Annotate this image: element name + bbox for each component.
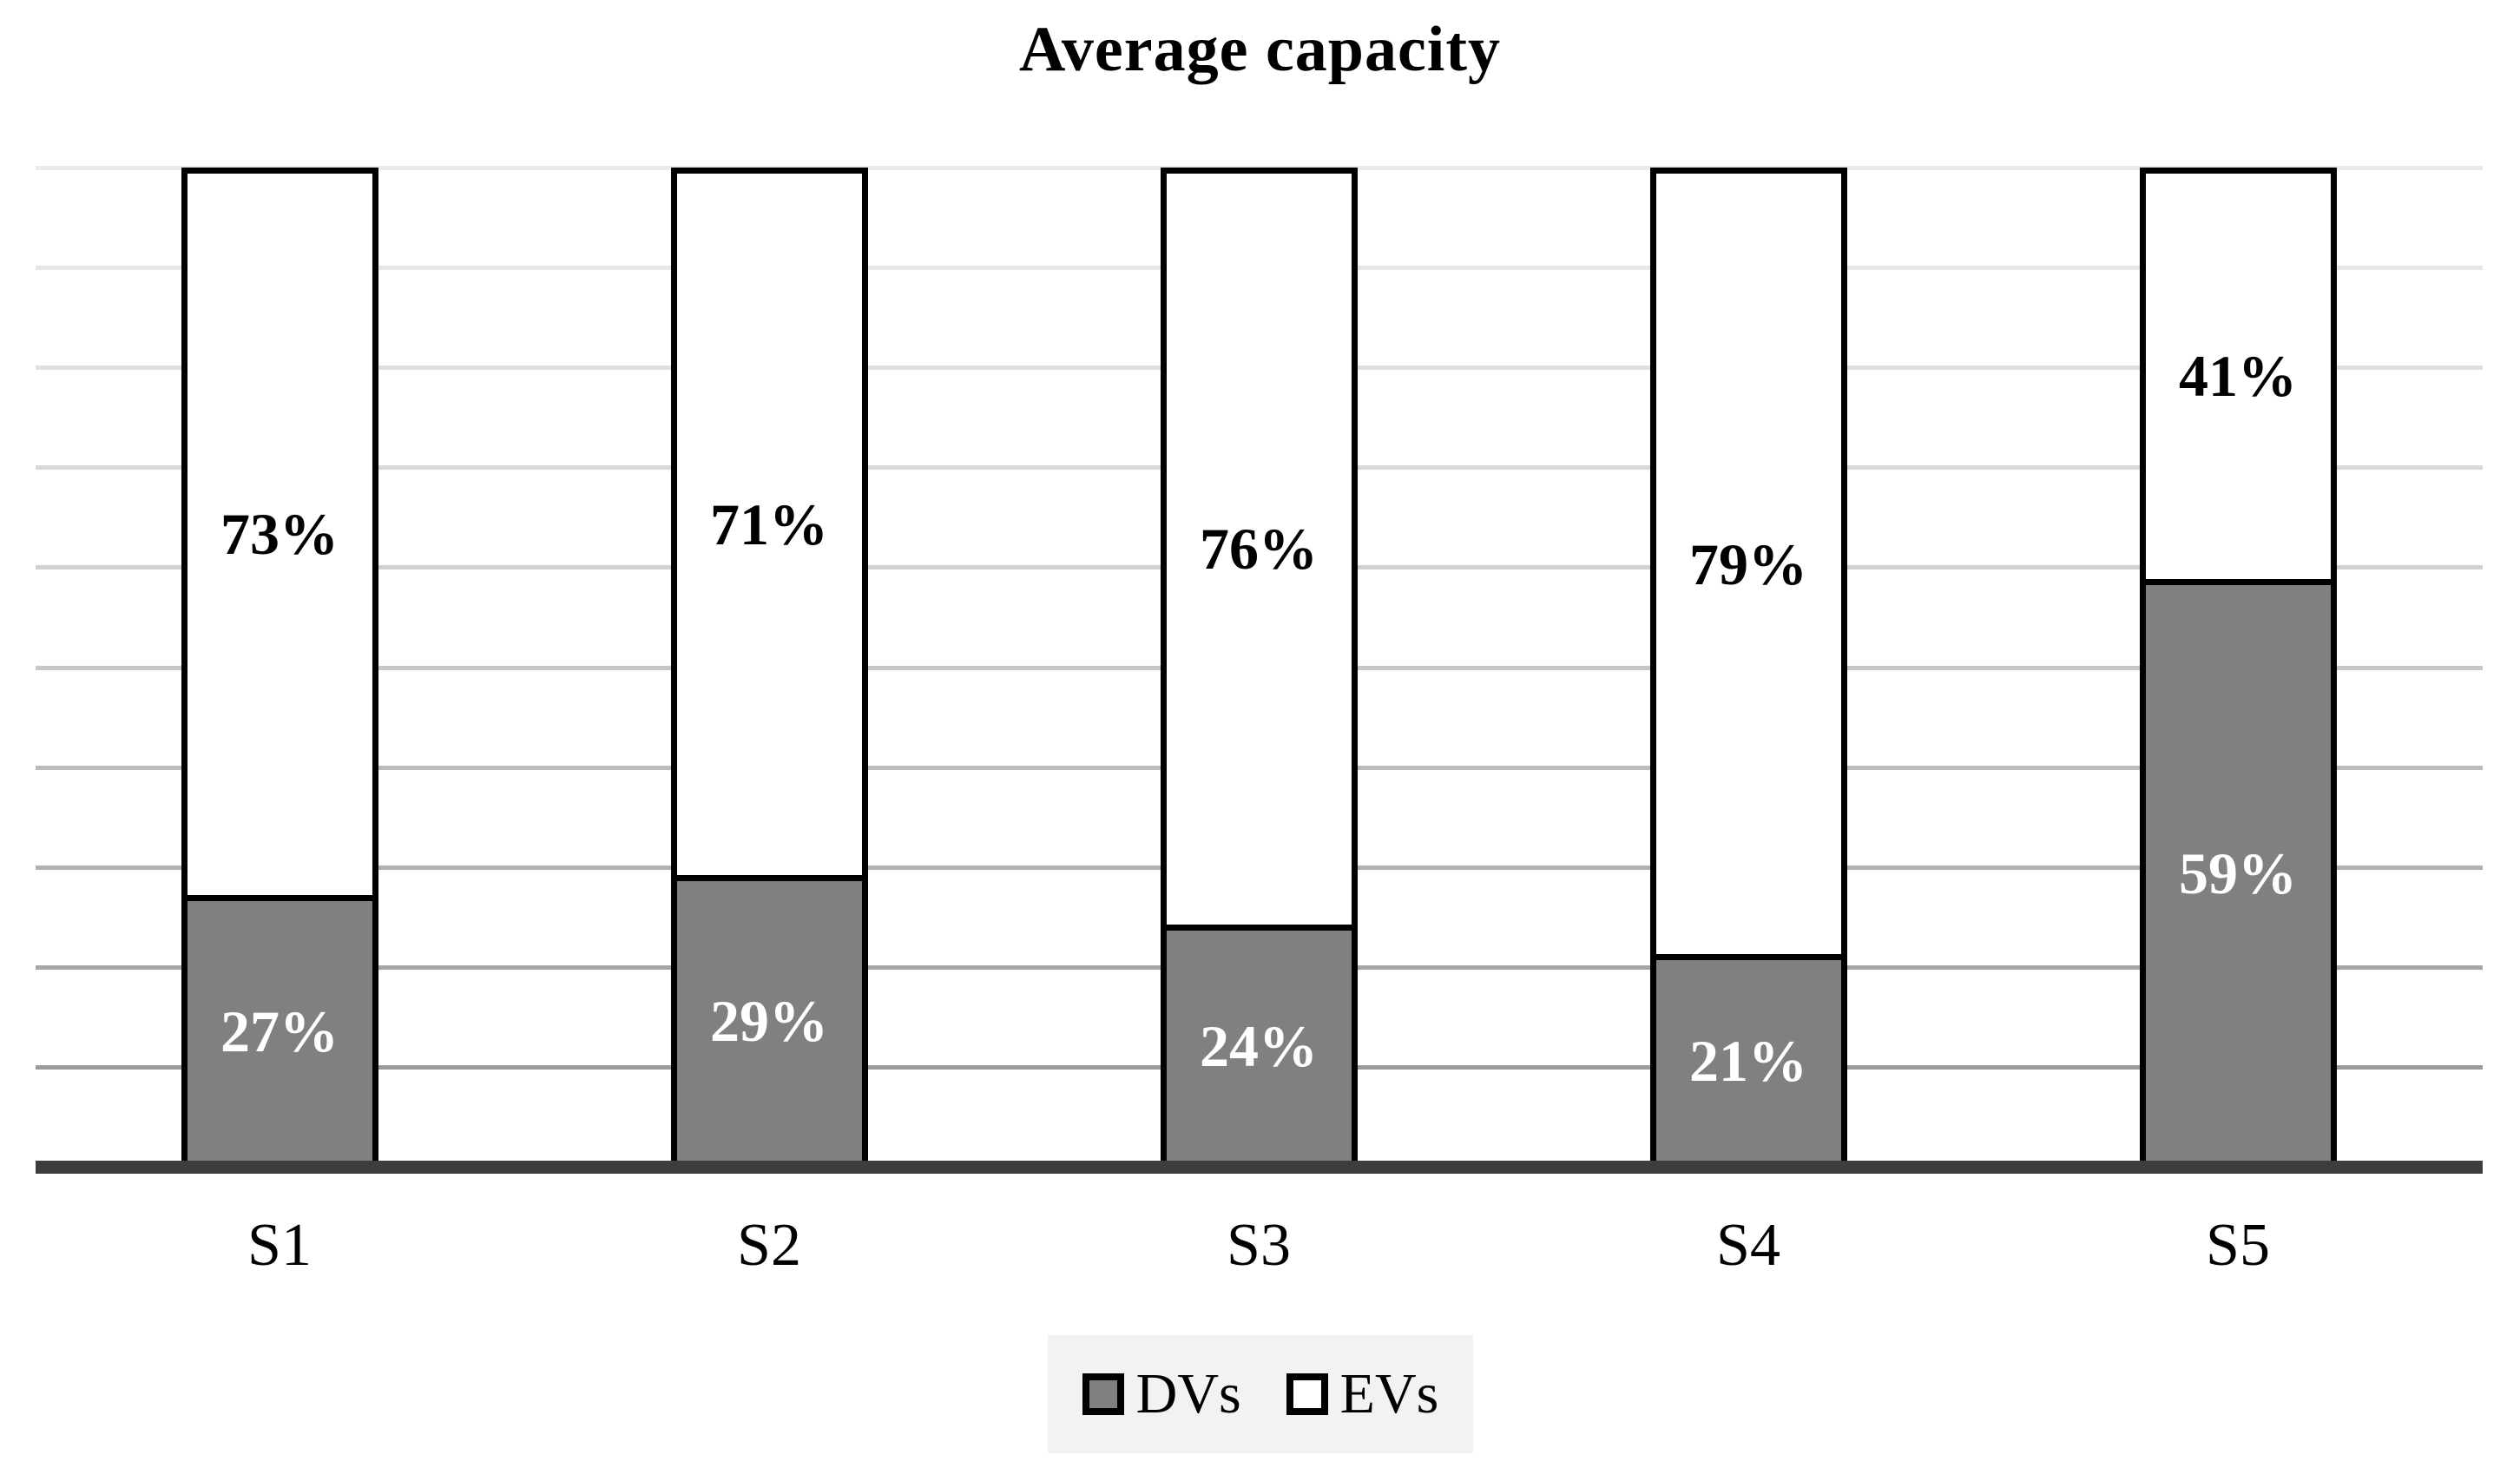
legend-label-DVs: DVs (1135, 1362, 1241, 1425)
bar-S4-DVs-label: 21% (1689, 1028, 1807, 1094)
bar-S2: 71% 29% (670, 168, 868, 1168)
bar-S5: 41% 59% (2139, 168, 2337, 1168)
bar-S2-DVs-label: 29% (710, 988, 828, 1055)
bar-S1-DVs-segment: 27% (187, 894, 372, 1162)
category-label-S1: S1 (247, 1212, 312, 1279)
category-label-S3: S3 (1227, 1212, 1291, 1279)
bar-S3-EVs-label: 76% (1200, 516, 1318, 583)
bar-S3-EVs-segment: 76% (1166, 174, 1352, 925)
bar-S2-EVs-label: 71% (710, 490, 828, 557)
bar-S4-DVs-segment: 21% (1655, 954, 1841, 1162)
category-label-S2: S2 (737, 1212, 801, 1279)
bar-S4-EVs-segment: 79% (1655, 174, 1841, 955)
bar-S2-DVs-segment: 29% (676, 874, 862, 1162)
bar-S1-DVs-label: 27% (220, 997, 339, 1064)
x-axis-line (36, 1161, 2483, 1174)
bar-S2-EVs-segment: 71% (676, 174, 862, 875)
legend-swatch-EVs (1286, 1373, 1328, 1415)
legend-item-EVs: EVs (1286, 1362, 1439, 1425)
bar-S4-EVs-label: 79% (1689, 530, 1807, 597)
chart-title: Average capacity (1018, 13, 1502, 85)
bar-S5-EVs-segment: 41% (2145, 174, 2331, 579)
bar-S5-DVs-label: 59% (2179, 839, 2297, 906)
legend: DVs EVs (1048, 1335, 1473, 1453)
legend-item-DVs: DVs (1082, 1366, 1241, 1423)
bar-S1-EVs-label: 73% (220, 501, 339, 568)
bar-S1-EVs-segment: 73% (187, 174, 372, 895)
category-label-S5: S5 (2206, 1212, 2270, 1279)
bar-S3-DVs-segment: 24% (1166, 924, 1352, 1162)
bar-S5-EVs-label: 41% (2179, 343, 2297, 410)
bar-S5-DVs-segment: 59% (2145, 578, 2331, 1162)
bar-S3: 76% 24% (1160, 168, 1358, 1168)
legend-swatch-DVs (1082, 1373, 1124, 1415)
bar-S1: 73% 27% (181, 168, 378, 1168)
bar-S4: 79% 21% (1649, 168, 1847, 1168)
legend-label-EVs: EVs (1339, 1362, 1439, 1425)
bar-S3-DVs-label: 24% (1200, 1012, 1318, 1079)
category-label-S4: S4 (1716, 1212, 1780, 1279)
